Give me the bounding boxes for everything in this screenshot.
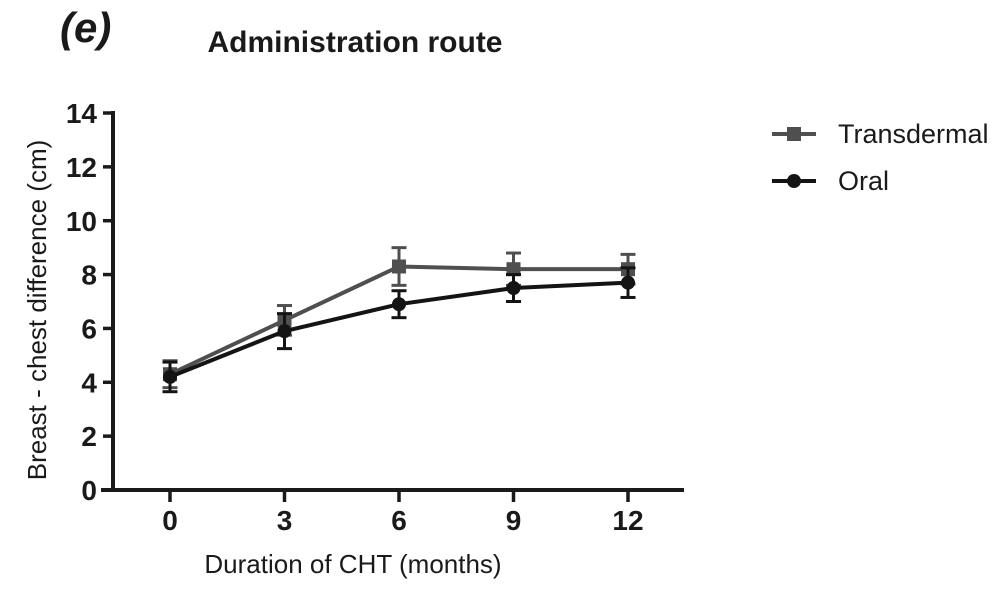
oral-marker — [621, 275, 635, 290]
panel-label: (e) — [60, 4, 112, 51]
oral-marker — [163, 369, 177, 384]
y-tick-label: 14 — [66, 98, 98, 129]
y-tick-label: 6 — [81, 314, 97, 345]
oral-marker — [277, 324, 292, 339]
oral-marker — [506, 281, 521, 296]
legend-item-transdermal: Transdermal — [772, 120, 989, 148]
transdermal-marker — [506, 262, 521, 277]
x-tick-label: 9 — [506, 505, 522, 536]
y-tick-label: 10 — [66, 206, 97, 237]
x-axis-ticks: 0 3 6 9 12 — [162, 492, 644, 536]
legend-label-transdermal: Transdermal — [838, 119, 989, 149]
oral-circle-marker-icon — [772, 174, 816, 188]
y-tick-label: 4 — [81, 367, 97, 398]
series-oral — [162, 266, 636, 394]
x-tick-label: 0 — [162, 505, 178, 536]
y-tick-label: 0 — [81, 475, 97, 506]
x-axis-label: Duration of CHT (months) — [204, 549, 502, 579]
y-tick-label: 12 — [66, 152, 97, 183]
x-tick-label: 12 — [612, 505, 643, 536]
x-tick-label: 6 — [391, 505, 407, 536]
y-tick-label: 2 — [81, 421, 97, 452]
y-axis-ticks: 0 2 4 6 8 10 12 14 — [66, 98, 113, 506]
transdermal-marker — [392, 259, 406, 274]
transdermal-square-marker-icon — [772, 127, 816, 141]
legend-item-oral: Oral — [772, 167, 989, 195]
y-tick-label: 8 — [81, 260, 97, 291]
chart-title: Administration route — [207, 26, 503, 59]
legend: Transdermal Oral — [772, 120, 989, 214]
oral-marker — [392, 297, 406, 312]
legend-label-oral: Oral — [838, 166, 890, 196]
x-tick-label: 3 — [277, 505, 293, 536]
